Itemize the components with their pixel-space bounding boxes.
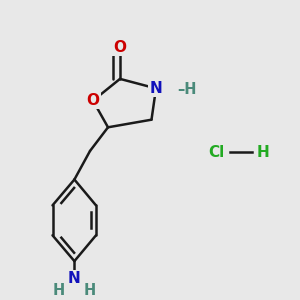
Text: H: H (256, 145, 269, 160)
Text: H: H (53, 283, 65, 298)
Text: O: O (86, 93, 100, 108)
Text: O: O (113, 40, 127, 55)
Text: N: N (150, 81, 162, 96)
Text: –H: –H (178, 82, 197, 97)
Text: Cl: Cl (208, 145, 224, 160)
Text: N: N (68, 271, 81, 286)
Text: H: H (84, 283, 96, 298)
